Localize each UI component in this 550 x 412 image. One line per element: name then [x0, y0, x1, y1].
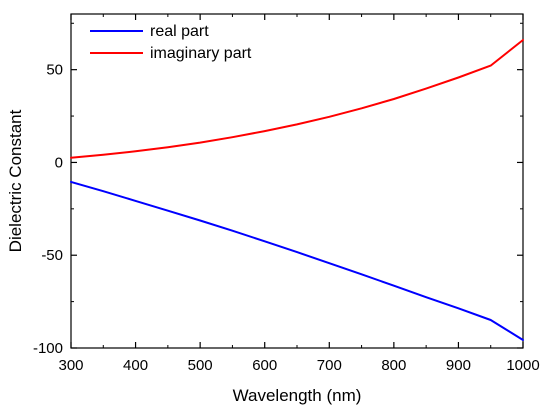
legend-label: real part	[150, 23, 209, 40]
x-axis-label: Wavelength (nm)	[233, 386, 362, 405]
legend: real part imaginary part	[90, 23, 252, 62]
y-tick-label: -50	[41, 247, 63, 264]
x-tick-label: 800	[381, 357, 406, 374]
x-tick-label: 400	[123, 357, 148, 374]
y-tick-label: 50	[46, 62, 63, 79]
plot-frame	[70, 13, 524, 349]
y-axis-label: Dielectric Constant	[6, 109, 25, 252]
series-line-imaginary-part	[70, 39, 524, 159]
x-tick-label: 500	[188, 357, 213, 374]
series-lines	[70, 39, 524, 341]
y-tick-label: -100	[33, 340, 63, 357]
x-tick-label: 600	[252, 357, 277, 374]
series-line-real-part	[70, 180, 524, 341]
legend-label: imaginary part	[150, 45, 252, 62]
y-tick-label: 0	[55, 154, 63, 171]
x-tick-label: 300	[58, 357, 83, 374]
x-tick-label: 1000	[506, 357, 539, 374]
x-tick-label: 700	[317, 357, 342, 374]
x-tick-label: 900	[446, 357, 471, 374]
axis-ticks: 300 400 500 600 700 800 900 1000 -100 -50 0 50	[33, 14, 540, 374]
